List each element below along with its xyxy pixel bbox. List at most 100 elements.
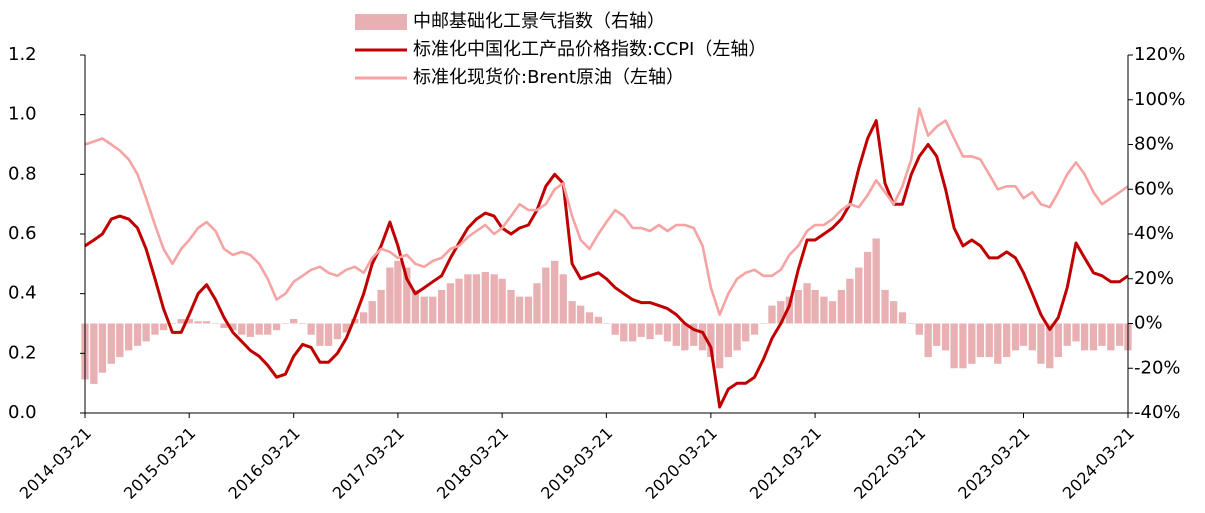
bar xyxy=(133,323,142,346)
bar xyxy=(324,323,333,346)
bar xyxy=(411,289,420,324)
bar xyxy=(420,296,428,324)
bar xyxy=(551,260,559,324)
bar xyxy=(464,274,472,324)
bar xyxy=(837,289,846,324)
bar xyxy=(907,323,915,324)
bar xyxy=(446,283,455,324)
bar xyxy=(272,323,281,331)
bar xyxy=(116,323,124,358)
bar xyxy=(568,301,576,324)
bar xyxy=(229,323,237,331)
bar xyxy=(846,278,854,324)
bar xyxy=(220,323,228,328)
y2-tick-label: -40% xyxy=(1134,402,1181,423)
legend-label: 标准化现货价:Brent原油（左轴） xyxy=(413,67,684,88)
bar xyxy=(1037,323,1045,364)
y2-tick-label: -20% xyxy=(1134,357,1181,378)
bar xyxy=(742,323,750,342)
x-tick-label: 2021-03-21 xyxy=(746,424,825,503)
bar xyxy=(976,323,985,358)
bar xyxy=(602,323,611,324)
bar xyxy=(794,289,802,324)
bar xyxy=(707,323,715,358)
x-tick-label: 2018-03-21 xyxy=(433,424,512,503)
bar xyxy=(681,323,689,351)
bar xyxy=(1019,323,1028,346)
bar xyxy=(360,312,368,324)
y-tick-label: 0.2 xyxy=(8,342,37,363)
bar xyxy=(151,323,159,335)
bar xyxy=(1080,323,1089,351)
bar xyxy=(481,272,489,324)
y2-tick-label: 40% xyxy=(1134,223,1174,244)
bar xyxy=(98,323,107,373)
bar xyxy=(959,323,967,369)
x-tick-label: 2024-03-21 xyxy=(1059,424,1138,503)
bar xyxy=(803,283,811,324)
bar xyxy=(290,319,298,324)
bar xyxy=(698,323,707,351)
bar xyxy=(342,323,350,333)
bar xyxy=(620,323,628,342)
bar xyxy=(333,323,342,340)
bar xyxy=(872,238,880,324)
bar xyxy=(1107,323,1115,351)
bar xyxy=(855,267,863,324)
bar xyxy=(655,323,663,335)
bar xyxy=(246,323,254,337)
bar xyxy=(716,323,724,369)
y-tick-label: 0.0 xyxy=(8,402,37,423)
bar xyxy=(307,323,315,335)
bar xyxy=(386,267,394,324)
bar xyxy=(968,323,976,364)
y2-tick-label: 60% xyxy=(1134,178,1174,199)
bar xyxy=(933,323,941,346)
bar xyxy=(559,274,567,324)
x-tick-label: 2019-03-21 xyxy=(537,424,616,503)
x-tick-label: 2016-03-21 xyxy=(225,424,304,503)
bar xyxy=(881,289,889,324)
bar xyxy=(1116,323,1124,346)
y-tick-label: 0.4 xyxy=(8,283,37,304)
bar xyxy=(646,323,654,340)
bar xyxy=(316,323,324,346)
bar xyxy=(594,316,603,324)
bar xyxy=(611,323,619,335)
bar xyxy=(90,323,98,384)
bar xyxy=(255,323,263,335)
bar xyxy=(377,289,385,324)
x-tick-label: 2014-03-21 xyxy=(16,424,95,503)
bar xyxy=(168,323,177,324)
bar xyxy=(524,296,533,324)
bar xyxy=(202,321,211,324)
y2-tick-label: 100% xyxy=(1134,89,1185,110)
bar xyxy=(985,323,993,358)
bar xyxy=(768,305,776,324)
x-tick-label: 2022-03-21 xyxy=(850,424,929,503)
legend-label: 标准化中国化工产品价格指数:CCPI（左轴） xyxy=(413,39,766,60)
x-tick-label: 2015-03-21 xyxy=(120,424,199,503)
bar xyxy=(724,323,732,358)
bar xyxy=(472,274,481,324)
y2-tick-label: 0% xyxy=(1134,313,1163,334)
bar xyxy=(515,296,524,324)
bar xyxy=(1098,323,1106,346)
x-tick-label: 2020-03-21 xyxy=(642,424,721,503)
bar xyxy=(863,251,872,324)
y-tick-label: 1.2 xyxy=(8,44,37,65)
bar xyxy=(264,323,272,335)
bar xyxy=(185,319,193,324)
x-tick-label: 2017-03-21 xyxy=(329,424,408,503)
bar xyxy=(1028,323,1037,351)
bar xyxy=(1046,323,1054,369)
legend-label: 中邮基础化工景气指数（右轴） xyxy=(413,11,665,32)
bar xyxy=(924,323,932,358)
bar xyxy=(759,323,768,324)
bar xyxy=(437,289,446,324)
bar xyxy=(542,267,550,324)
bar xyxy=(394,260,402,324)
bar xyxy=(238,323,246,335)
bar xyxy=(281,323,290,324)
bar xyxy=(690,323,698,346)
